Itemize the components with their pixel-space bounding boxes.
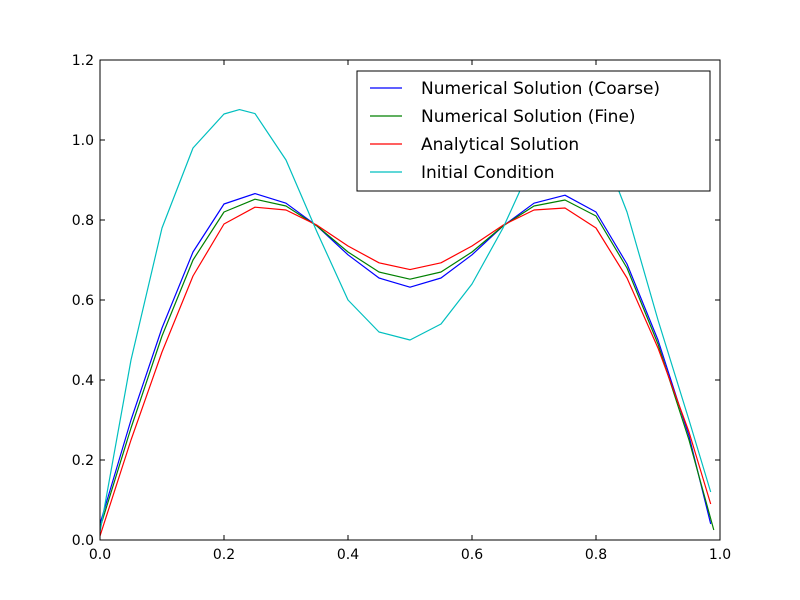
series-line-1 [100, 193, 712, 525]
x-tick-label: 0.4 [337, 547, 359, 563]
y-tick-label: 1.0 [72, 133, 94, 149]
legend: Numerical Solution (Coarse) Numerical Sol… [356, 70, 711, 192]
y-tick-label: 0.2 [72, 453, 94, 469]
x-tick-label: 0.2 [213, 547, 235, 563]
x-tick-label: 0.0 [89, 547, 111, 563]
y-tick-label: 0.6 [72, 293, 94, 309]
series-line-3 [100, 206, 712, 537]
legend-box [356, 70, 711, 192]
legend-label-2: Numerical Solution (Fine) [421, 107, 636, 127]
legend-label-3: Analytical Solution [421, 135, 579, 155]
legend-label-1: Numerical Solution (Coarse) [421, 79, 660, 99]
y-tick-label: 1.2 [72, 53, 94, 69]
series-line-2 [100, 198, 715, 531]
ticks-layer: 0.0 0.2 0.4 0.6 0.8 1.0 0.0 0.2 0.4 0.6 0.8 1.0 1.2 [72, 53, 731, 563]
legend-label-4: Initial Condition [421, 163, 555, 183]
series-layer [100, 108, 715, 537]
y-tick-label: 0.8 [72, 213, 94, 229]
x-tick-label: 1.0 [709, 547, 731, 563]
x-tick-label: 0.8 [585, 547, 607, 563]
y-tick-label: 0.4 [72, 373, 94, 389]
y-tick-label: 0.0 [72, 533, 94, 549]
x-tick-label: 0.6 [461, 547, 483, 563]
